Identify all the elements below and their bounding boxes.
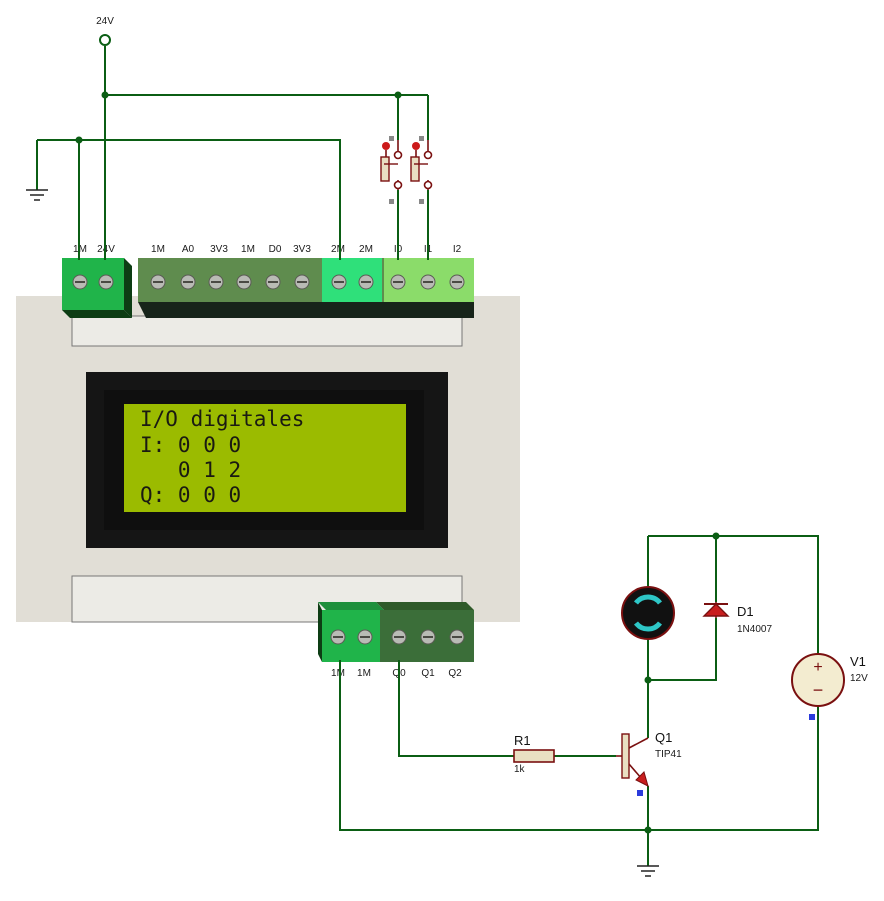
transistor-q1-icon — [616, 733, 649, 787]
resistor-r1-icon — [513, 749, 555, 763]
lcd-line-3: 0 1 2 — [140, 458, 241, 482]
pushbutton-i1 — [410, 136, 433, 204]
terminal-label-q1: Q1 — [421, 668, 435, 679]
terminal-label-d0: D0 — [269, 244, 282, 255]
supply-terminal-icon — [99, 34, 111, 46]
d1-value: 1N4007 — [737, 624, 772, 635]
lcd-line-1: I/O digitales — [140, 407, 304, 431]
top-terminal-block-power — [62, 258, 132, 318]
q1-pin-marker — [637, 790, 643, 796]
v1-name: V1 — [850, 654, 866, 669]
terminal-label-1m-b: 1M — [151, 244, 165, 255]
q1-name: Q1 — [655, 730, 672, 745]
v1-plus-sign: + — [813, 659, 822, 676]
v1-value: 12V — [850, 673, 868, 684]
bottom-wiring — [339, 532, 819, 866]
d1-name: D1 — [737, 604, 754, 619]
diode-d1-icon — [702, 602, 730, 618]
voltage-source-v1-icon — [791, 653, 845, 707]
bottom-terminal-screws — [330, 629, 465, 645]
terminal-label-24v: 24V — [97, 244, 115, 255]
top-wiring — [36, 46, 429, 260]
terminal-label-a0: A0 — [182, 244, 195, 255]
v1-minus-sign: − — [813, 680, 824, 700]
terminal-label-1m-e: 1M — [357, 668, 371, 679]
lcd-line-4: Q: 0 0 0 — [140, 483, 241, 507]
v1-pin-marker — [809, 714, 815, 720]
terminal-label-3v3-b: 3V3 — [293, 244, 311, 255]
terminal-label-2m-a: 2M — [331, 244, 345, 255]
q1-value: TIP41 — [655, 749, 682, 760]
top-terminal-screws — [72, 274, 465, 290]
r1-value: 1k — [514, 764, 526, 775]
supply-label: 24V — [96, 16, 114, 27]
terminal-label-1m-d: 1M — [331, 668, 345, 679]
terminal-label-3v3-a: 3V3 — [210, 244, 228, 255]
terminal-label-2m-b: 2M — [359, 244, 373, 255]
lcd-line-2: I: 0 0 0 — [140, 433, 241, 457]
ground-top-icon — [26, 189, 48, 201]
r1-name: R1 — [514, 733, 531, 748]
terminal-label-1m-c: 1M — [241, 244, 255, 255]
terminal-label-q2: Q2 — [448, 668, 462, 679]
lcd-screen — [124, 404, 406, 512]
terminal-label-i2: I2 — [453, 244, 462, 255]
ground-bottom-icon — [637, 865, 659, 877]
motor-icon — [621, 586, 675, 640]
pushbutton-i0 — [380, 136, 403, 204]
plc-top-label-strip — [71, 315, 463, 347]
